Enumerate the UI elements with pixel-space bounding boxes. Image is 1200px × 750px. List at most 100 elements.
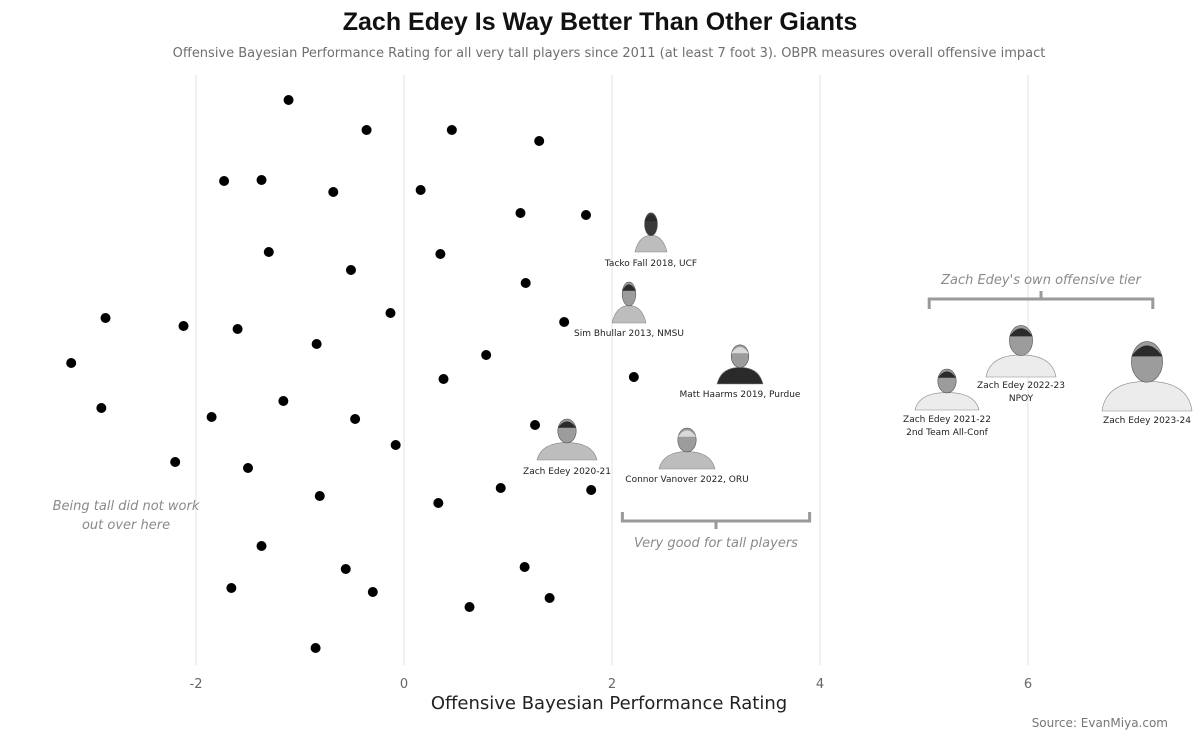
player-headshot: Matt Haarms 2019, Purdue [680, 344, 801, 400]
data-point [415, 185, 426, 195]
x-tick-label: 4 [816, 677, 824, 692]
data-point [435, 249, 446, 259]
annotation-edey-tier: Zach Edey's own offensive tier [940, 273, 1142, 288]
data-point [559, 317, 570, 327]
chart-title: Zach Edey Is Way Better Than Other Giant… [342, 8, 858, 36]
player-label: Connor Vanover 2022, ORU [625, 475, 748, 485]
data-point [283, 95, 294, 105]
data-point [390, 440, 401, 450]
player-shoulders [611, 305, 647, 324]
player-shoulders [658, 451, 716, 470]
player-hair [1131, 345, 1163, 357]
player-shoulders [985, 354, 1057, 378]
labeled-players: Tacko Fall 2018, UCF Sim Bhullar 2013, NM… [523, 212, 1193, 485]
x-axis-title: Offensive Bayesian Performance Rating [431, 693, 787, 714]
x-axis-ticks: -2 0 2 4 6 [190, 677, 1033, 692]
data-point [256, 541, 267, 551]
data-point [170, 457, 181, 467]
x-tick-label: 2 [608, 677, 616, 692]
player-label: Sim Bhullar 2013, NMSU [574, 329, 684, 339]
player-hair [1009, 328, 1033, 337]
player-shoulders [634, 234, 668, 253]
data-point [481, 350, 492, 360]
player-shoulders [536, 442, 598, 461]
data-point [226, 583, 237, 593]
player-shoulders [1101, 381, 1193, 412]
x-gridlines [195, 75, 1029, 665]
player-headshot: Zach Edey 2022-23 NPOY [977, 325, 1065, 404]
player-label-line2: NPOY [1009, 394, 1034, 404]
source-note: Source: EvanMiya.com [1031, 716, 1168, 730]
data-point [464, 602, 475, 612]
player-shoulders [914, 392, 980, 411]
player-headshot: Tacko Fall 2018, UCF [604, 212, 697, 269]
player-hair [937, 371, 957, 378]
x-tick-label: 0 [400, 677, 408, 692]
player-label: Zach Edey 2020-21 [523, 467, 611, 477]
annotations: Being tall did not work out over here Very… [53, 273, 1155, 551]
player-label: Matt Haarms 2019, Purdue [680, 390, 801, 400]
player-headshot: Connor Vanover 2022, ORU [625, 427, 749, 485]
data-point [345, 265, 356, 275]
data-points [66, 95, 639, 653]
player-headshot: Zach Edey 2021-22 2nd Team All-Conf [903, 368, 991, 438]
annotation-left-line: Being tall did not work [53, 499, 200, 514]
x-tick-label: -2 [190, 677, 203, 692]
data-point [243, 463, 253, 473]
data-point [581, 210, 591, 220]
annotation-left: Being tall did not work out over here [53, 499, 200, 533]
data-point [340, 564, 351, 574]
player-label-line2: 2nd Team All-Conf [906, 428, 989, 438]
bracket-very-good [620, 512, 812, 529]
annotation-very-good: Very good for tall players [634, 536, 798, 551]
player-hair [557, 421, 577, 428]
data-point [178, 321, 189, 331]
player-label: Zach Edey 2021-22 [903, 415, 991, 425]
data-point [311, 339, 322, 349]
x-tick-label: 6 [1024, 677, 1032, 692]
data-point [232, 324, 243, 334]
data-point [385, 308, 396, 318]
data-point [361, 125, 372, 135]
player-hair [644, 215, 658, 222]
data-point [367, 587, 378, 597]
data-point [433, 498, 444, 508]
data-point [515, 208, 526, 218]
data-point [534, 136, 545, 146]
chart-subtitle: Offensive Bayesian Performance Rating fo… [172, 46, 1046, 61]
player-hair [677, 430, 697, 437]
data-point [446, 125, 457, 135]
data-point [350, 414, 361, 424]
data-point [519, 562, 530, 572]
player-label: Zach Edey 2023-24 [1103, 416, 1191, 426]
data-point [219, 176, 230, 186]
player-headshot: Zach Edey 2023-24 [1101, 341, 1193, 426]
player-label: Tacko Fall 2018, UCF [604, 259, 697, 269]
data-point [586, 485, 597, 495]
data-point [263, 247, 274, 257]
data-point [328, 187, 339, 197]
player-headshot: Sim Bhullar 2013, NMSU [574, 281, 684, 339]
bracket-edey-tier [927, 291, 1155, 309]
player-hair [622, 284, 636, 291]
data-point [310, 643, 321, 653]
data-point [530, 420, 541, 430]
data-point [66, 358, 77, 368]
data-point [438, 374, 449, 384]
data-point [544, 593, 555, 603]
annotation-left-line: out over here [82, 518, 170, 533]
data-point [314, 491, 325, 501]
player-label: Zach Edey 2022-23 [977, 381, 1065, 391]
player-hair [731, 347, 749, 354]
player-shoulders [716, 366, 764, 385]
data-point [495, 483, 506, 493]
data-point [256, 175, 267, 185]
data-point [206, 412, 217, 422]
data-point [628, 372, 639, 382]
player-headshot: Zach Edey 2020-21 [523, 418, 611, 477]
data-point [520, 278, 531, 288]
data-point [96, 403, 107, 413]
data-point [278, 396, 289, 406]
data-point [100, 313, 111, 323]
